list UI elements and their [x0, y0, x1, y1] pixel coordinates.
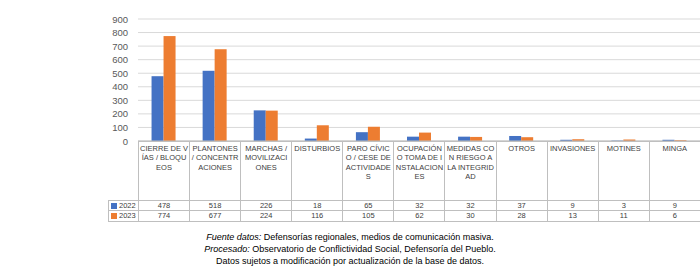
y-tick-label: 300 — [112, 95, 128, 106]
bar — [254, 110, 266, 141]
table-value: 65 — [343, 201, 394, 211]
table-value: 32 — [394, 201, 445, 211]
category-label: DISTURBIOS — [292, 142, 343, 201]
table-value: 6 — [649, 211, 700, 221]
table-value: 774 — [139, 211, 190, 221]
table-value: 9 — [547, 201, 598, 211]
legend-entry: 2023 — [109, 211, 139, 221]
note-line: Fuente datos: Defensorías regionales, me… — [0, 231, 700, 243]
legend-label: 2023 — [119, 211, 136, 220]
bar — [458, 137, 470, 141]
bar — [470, 137, 482, 141]
category-label: MOTINES — [598, 142, 649, 201]
notes: Fuente datos: Defensorías regionales, me… — [0, 231, 700, 267]
table-value: 30 — [445, 211, 496, 221]
category-label: OCUPACIÓN O TOMA DE INSTALACIONES — [394, 142, 445, 201]
table-value: 224 — [241, 211, 292, 221]
table-value: 518 — [190, 201, 241, 211]
bar — [356, 132, 368, 141]
legend-swatch — [111, 203, 117, 209]
legend-label: 2022 — [119, 201, 136, 210]
grid-line — [138, 19, 700, 20]
category-label: PARO CÍVICO / CESE DE ACTIVIDADES — [343, 142, 394, 201]
table-value: 9 — [649, 201, 700, 211]
bar — [419, 133, 431, 141]
note-label: Procesado: — [204, 244, 250, 254]
y-tick-label: 600 — [112, 54, 128, 65]
category-label: PLANTONES / CONCENTRACIONES — [190, 142, 241, 201]
table-value: 28 — [496, 211, 547, 221]
y-tick-label: 800 — [112, 27, 128, 38]
series-row: 202377467722411610562302813116 — [109, 211, 700, 221]
y-tick-label: 400 — [112, 81, 128, 92]
bar — [521, 137, 533, 141]
bar — [368, 127, 380, 141]
data-table: CIERRE DE VÍAS / BLOQUEOSPLANTONES / CON… — [108, 141, 700, 222]
table-value: 18 — [292, 201, 343, 211]
bar — [317, 125, 329, 141]
chart-root: 0100200300400500600700800900CIERRE DE VÍ… — [0, 0, 700, 279]
y-tick-label: 200 — [112, 108, 128, 119]
category-label: CIERRE DE VÍAS / BLOQUEOS — [139, 142, 190, 201]
table-value: 11 — [598, 211, 649, 221]
note-line: Datos sujetos a modificación por actuali… — [0, 255, 700, 267]
table-value: 478 — [139, 201, 190, 211]
bar — [203, 71, 215, 141]
table-value: 13 — [547, 211, 598, 221]
table-body: CIERRE DE VÍAS / BLOQUEOSPLANTONES / CON… — [109, 142, 700, 222]
table-value: 62 — [394, 211, 445, 221]
series-row: 20224785182261865323237939 — [109, 201, 700, 211]
header-row: CIERRE DE VÍAS / BLOQUEOSPLANTONES / CON… — [109, 142, 700, 201]
table-value: 37 — [496, 201, 547, 211]
bar — [407, 137, 419, 141]
table-value: 3 — [598, 201, 649, 211]
legend-entry: 2022 — [109, 201, 139, 211]
bars — [152, 36, 687, 141]
table-value: 116 — [292, 211, 343, 221]
corner-cell — [109, 142, 139, 201]
table-value: 677 — [190, 211, 241, 221]
category-label: MARCHAS / MOVILIZACIONES — [241, 142, 292, 201]
bar — [215, 49, 227, 141]
note-label: Fuente datos: — [206, 232, 261, 242]
category-label: INVASIONES — [547, 142, 598, 201]
bar — [152, 76, 164, 141]
bar — [164, 36, 176, 141]
note-line: Procesado: Observatorio de Conflictivida… — [0, 243, 700, 255]
grid-line — [138, 46, 700, 47]
y-tick-label: 900 — [112, 14, 128, 25]
category-label: MEDIDAS CON RIESGO A LA INTEGRIDAD — [445, 142, 496, 201]
grid-line — [138, 32, 700, 33]
table-value: 226 — [241, 201, 292, 211]
category-label: MINGA — [649, 142, 700, 201]
category-label: OTROS — [496, 142, 547, 201]
table-value: 32 — [445, 201, 496, 211]
y-tick-label: 500 — [112, 68, 128, 79]
table-value: 105 — [343, 211, 394, 221]
y-tick-label: 100 — [112, 122, 128, 133]
bar — [266, 111, 278, 141]
y-tick-label: 700 — [112, 41, 128, 52]
bar — [509, 136, 521, 141]
legend-swatch — [111, 213, 117, 219]
